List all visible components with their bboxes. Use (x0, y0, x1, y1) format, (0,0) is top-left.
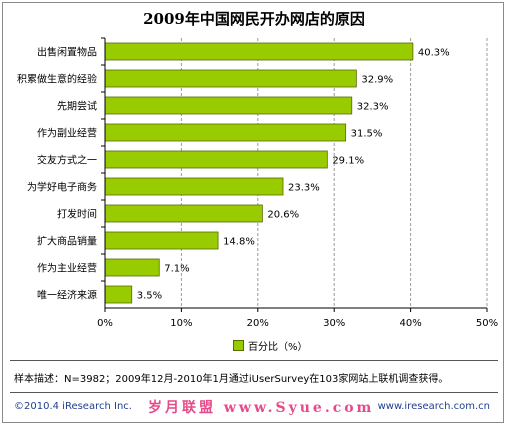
bar-value-label: 31.5% (351, 129, 383, 140)
bars: 40.3% 32.9% 32.3% 31.5% 29.1% 23.3% 20.6% 14.8%… (104, 42, 450, 304)
category-label: 作为主业经营 (37, 262, 97, 275)
bar (104, 231, 219, 250)
bar (104, 96, 353, 115)
bar (104, 42, 414, 61)
legend: 百分比（%） (233, 338, 308, 353)
bar (104, 204, 263, 223)
website-link[interactable]: www.iresearch.com.cn (377, 401, 490, 412)
bar (104, 150, 328, 169)
bar (104, 258, 160, 277)
chart-title: 2009年中国网民开办网店的原因 (143, 10, 365, 28)
legend-swatch (233, 339, 244, 351)
bar-chart: 40.3% 32.9% 32.3% 31.5% 29.1% 23.3% 20.6% 14.8%… (17, 37, 498, 329)
bar (104, 69, 357, 88)
bar-value-label: 23.3% (288, 183, 320, 194)
bar-value-label: 29.1% (332, 156, 364, 167)
category-label: 作为副业经营 (37, 127, 97, 140)
category-label: 为学好电子商务 (27, 181, 97, 194)
x-tick-label: 10% (170, 318, 192, 329)
bar-value-label: 14.8% (223, 237, 255, 248)
category-label: 扩大商品销量 (37, 235, 97, 248)
x-tick-label: 0% (97, 318, 113, 329)
category-label: 先期尝试 (57, 100, 97, 113)
bar-value-label: 32.9% (361, 75, 393, 86)
sample-note: 样本描述：N=3982；2009年12月-2010年1月通过iUserSurve… (14, 374, 449, 385)
category-label: 打发时间 (57, 208, 97, 221)
category-label: 唯一经济来源 (37, 289, 97, 302)
category-label: 出售闲置物品 (37, 46, 97, 59)
copyright: ©2010.4 iResearch Inc. (14, 401, 132, 412)
bar (104, 285, 133, 304)
bar-value-label: 20.6% (267, 210, 299, 221)
watermark: 岁月联盟 www.Syue.com (148, 400, 375, 416)
legend-label: 百分比（%） (248, 341, 308, 353)
bar-value-label: 3.5% (137, 291, 162, 302)
divider (10, 360, 498, 361)
bar (104, 177, 284, 196)
x-tick-label: 30% (323, 318, 345, 329)
x-tick-label: 20% (247, 318, 269, 329)
x-tick-label: 50% (476, 318, 498, 329)
bar (104, 123, 347, 142)
x-tick-label: 40% (399, 318, 421, 329)
category-label: 积累做生意的经验 (17, 73, 97, 86)
axes: 0% 10% 20% 30% 40% 50% 出售闲置物品积累做生意的经验先期尝试作为副业经… (17, 37, 498, 329)
category-label: 交友方式之一 (37, 154, 97, 167)
bar-value-label: 40.3% (418, 48, 450, 59)
divider (10, 392, 498, 393)
bar-value-label: 7.1% (164, 264, 189, 275)
bar-value-label: 32.3% (357, 102, 389, 113)
